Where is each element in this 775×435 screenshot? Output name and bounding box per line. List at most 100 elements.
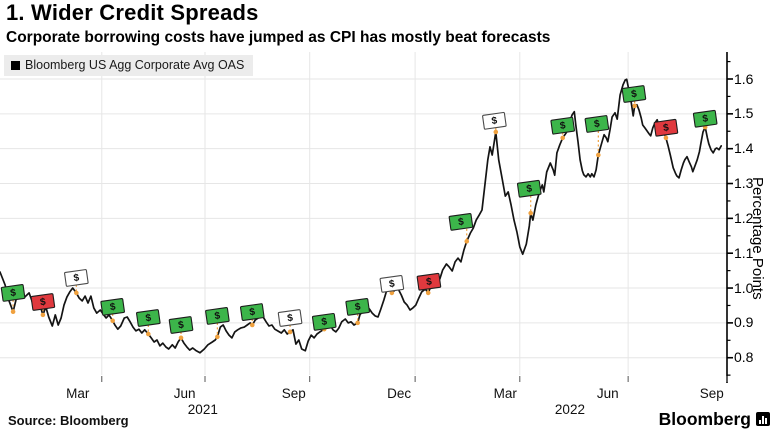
cpi-marker-white: $ bbox=[64, 269, 89, 296]
cpi-badge bbox=[482, 111, 507, 130]
cpi-badge bbox=[30, 293, 56, 311]
y-axis bbox=[101, 52, 733, 383]
dollar-glyph: $ bbox=[145, 313, 152, 325]
cpi-badge bbox=[448, 212, 474, 231]
y-tick-label: 1.0 bbox=[734, 279, 754, 296]
cpi-release-dot bbox=[355, 320, 360, 326]
legend: Bloomberg US Agg Corporate Avg OAS bbox=[4, 55, 254, 76]
cpi-marker-white: $ bbox=[277, 309, 303, 335]
cpi-marker-green: $ bbox=[239, 303, 265, 328]
cpi-badge bbox=[277, 309, 303, 327]
dollar-glyph: $ bbox=[559, 120, 566, 132]
cpi-release-dot bbox=[40, 312, 46, 318]
dollar-glyph: $ bbox=[287, 313, 294, 325]
cpi-badge bbox=[64, 269, 89, 287]
x-tick-label: Mar bbox=[493, 386, 517, 401]
cpi-marker-red: $ bbox=[416, 272, 442, 296]
cpi-marker-green: $ bbox=[516, 179, 542, 216]
cpi-marker-red: $ bbox=[30, 293, 56, 318]
x-year-label: 2021 bbox=[187, 402, 218, 417]
cpi-badge bbox=[239, 303, 265, 321]
y-tick-label: 1.4 bbox=[734, 140, 754, 157]
cpi-release-dot bbox=[178, 335, 184, 341]
cpi-badge bbox=[516, 179, 542, 198]
cpi-release-dot bbox=[74, 290, 79, 296]
cpi-badge bbox=[168, 316, 194, 334]
cpi-badge bbox=[100, 297, 125, 316]
cpi-release-dot bbox=[528, 210, 534, 216]
cpi-marker-green: $ bbox=[136, 309, 161, 337]
cpi-marker-red: $ bbox=[653, 118, 679, 141]
y-tick-label: 0.9 bbox=[734, 314, 754, 331]
cpi-badge bbox=[136, 309, 161, 327]
y-tick-label: 1.5 bbox=[734, 105, 754, 122]
dollar-glyph: $ bbox=[457, 216, 464, 228]
cpi-release-dot bbox=[425, 290, 431, 296]
dollar-glyph: $ bbox=[214, 311, 221, 323]
dollar-glyph: $ bbox=[73, 273, 80, 285]
y-axis-title: Percentage Points bbox=[749, 176, 766, 300]
cpi-release-dot bbox=[493, 129, 499, 135]
x-tick-label: Dec bbox=[387, 386, 412, 401]
dollar-glyph: $ bbox=[354, 301, 361, 313]
dollar-glyph: $ bbox=[593, 119, 600, 131]
cpi-marker-green: $ bbox=[448, 212, 474, 244]
x-tick-label: Sep bbox=[699, 386, 724, 401]
cpi-release-dot bbox=[146, 331, 151, 337]
cpi-release-dot bbox=[632, 103, 637, 109]
source-note: Source: Bloomberg bbox=[8, 413, 129, 428]
cpi-marker-green: $ bbox=[168, 316, 194, 341]
cpi-release-dot bbox=[287, 329, 293, 335]
x-tick-label: Sep bbox=[281, 386, 306, 401]
cpi-badge bbox=[311, 312, 337, 331]
cpi-badge bbox=[653, 118, 679, 137]
cpi-release-dot bbox=[110, 318, 115, 324]
cpi-marker-green: $ bbox=[621, 85, 647, 109]
y-tick-label: 0.8 bbox=[734, 349, 754, 366]
dollar-glyph: $ bbox=[109, 301, 116, 313]
y-tick-label: 1.1 bbox=[734, 244, 754, 261]
cpi-marker-green: $ bbox=[550, 116, 575, 141]
cpi-release-dot bbox=[663, 135, 669, 141]
dollar-glyph: $ bbox=[662, 122, 669, 134]
cpi-marker-white: $ bbox=[379, 274, 405, 296]
cpi-release-dot bbox=[596, 152, 601, 158]
cpi-badge bbox=[0, 284, 26, 302]
legend-label: Bloomberg US Agg Corporate Avg OAS bbox=[25, 58, 245, 72]
x-year-label: 2022 bbox=[554, 402, 585, 417]
cpi-release-dot bbox=[389, 290, 395, 296]
dollar-glyph: $ bbox=[178, 320, 185, 332]
cpi-badge bbox=[205, 307, 230, 325]
dollar-glyph: $ bbox=[425, 276, 432, 288]
gridlines bbox=[0, 52, 728, 375]
dollar-glyph: $ bbox=[39, 297, 46, 309]
cpi-marker-green: $ bbox=[345, 297, 370, 326]
bloomberg-logo-text: Bloomberg bbox=[658, 409, 751, 429]
y-tick-label: 1.3 bbox=[734, 175, 754, 192]
dollar-glyph: $ bbox=[702, 113, 709, 125]
cpi-marker-green: $ bbox=[100, 297, 125, 324]
x-tick-label: Jun bbox=[596, 386, 619, 401]
cpi-marker-green: $ bbox=[692, 109, 718, 130]
dollar-glyph: $ bbox=[526, 183, 533, 195]
cpi-release-dot bbox=[560, 135, 565, 141]
cpi-release-dot bbox=[464, 239, 470, 244]
cpi-marker-white: $ bbox=[482, 111, 507, 135]
oas-series-line bbox=[0, 78, 723, 354]
cpi-marker-green: $ bbox=[0, 284, 26, 315]
cpi-release-dot bbox=[249, 322, 255, 328]
chart-subtitle: Corporate borrowing costs have jumped as… bbox=[6, 29, 551, 46]
cpi-badge bbox=[692, 109, 718, 128]
cpi-marker-green: $ bbox=[311, 312, 337, 332]
x-tick-label: Jun bbox=[173, 386, 196, 401]
x-tick-label: Mar bbox=[66, 386, 90, 401]
dollar-glyph: $ bbox=[10, 288, 17, 300]
dollar-glyph: $ bbox=[630, 89, 637, 101]
cpi-badge bbox=[416, 272, 442, 291]
legend-swatch-icon bbox=[11, 60, 20, 70]
cpi-release-dot bbox=[10, 309, 16, 315]
dollar-glyph: $ bbox=[388, 278, 395, 290]
cpi-marker-green: $ bbox=[584, 115, 610, 158]
bloomberg-terminal-icon bbox=[756, 412, 770, 426]
